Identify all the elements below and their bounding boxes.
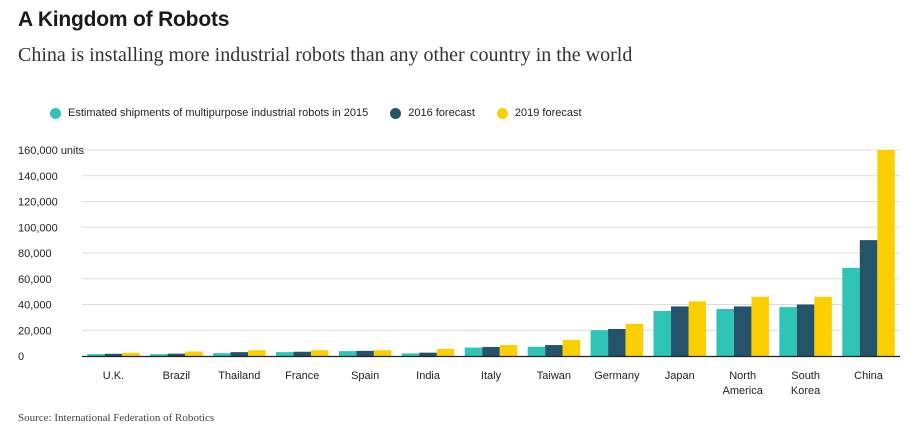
bar: [796, 304, 815, 356]
source-note: Source: International Federation of Robo…: [18, 412, 215, 424]
bar: [779, 307, 797, 356]
bar: [436, 348, 455, 356]
y-tick-label: 100,000: [18, 222, 58, 234]
bar: [230, 352, 249, 356]
bar: [499, 345, 518, 356]
bar: [608, 328, 626, 356]
bar: [751, 296, 769, 356]
bar: [464, 347, 483, 356]
y-tick-label: 140,000: [18, 171, 58, 183]
bar: [688, 301, 707, 356]
x-tick-label: Italy: [481, 370, 502, 382]
y-tick-label: 80,000: [18, 248, 52, 260]
bar: [562, 339, 581, 356]
legend-swatch-2016: [390, 107, 402, 119]
bar: [859, 240, 878, 356]
legend-item-2015: Estimated shipments of multipurpose indu…: [50, 107, 368, 119]
x-tick-label: India: [416, 370, 441, 382]
bar: [877, 150, 895, 356]
x-tick-label: U.K.: [103, 370, 124, 382]
bar: [213, 353, 231, 356]
x-tick-label: Spain: [351, 370, 379, 382]
bar: [185, 351, 203, 356]
bar: [338, 351, 357, 356]
x-tick-label: South: [791, 370, 820, 382]
bar: [716, 309, 734, 356]
bar: [150, 354, 168, 356]
x-tick-label: America: [723, 385, 764, 397]
x-tick-label: Japan: [665, 370, 695, 382]
bar: [653, 310, 672, 356]
y-tick-label: 40,000: [18, 300, 52, 312]
bar: [401, 353, 420, 356]
y-tick-label: 20,000: [18, 325, 52, 337]
y-tick-label: 60,000: [18, 274, 52, 286]
bar: [590, 330, 609, 356]
x-tick-label: Brazil: [163, 370, 191, 382]
bar: [310, 350, 329, 356]
legend-item-2016: 2016 forecast: [390, 107, 475, 119]
y-tick-label: 160,000 units: [18, 145, 85, 157]
bar: [293, 351, 311, 356]
bar: [545, 345, 563, 356]
x-tick-label: Korea: [791, 385, 821, 397]
bar: [482, 346, 500, 356]
bar: [419, 352, 437, 356]
legend-swatch-2019: [496, 107, 508, 119]
bar: [814, 296, 832, 356]
bar: [104, 353, 123, 356]
x-tick-label: China: [854, 370, 884, 382]
x-tick-label: Taiwan: [537, 370, 571, 382]
legend-item-2019: 2019 forecast: [496, 107, 582, 119]
bar: [842, 267, 860, 356]
x-tick-label: Thailand: [218, 370, 260, 382]
bar: [527, 346, 546, 356]
bar: [275, 352, 294, 356]
x-tick-label: North: [729, 370, 756, 382]
chart-subtitle: China is installing more industrial robo…: [18, 44, 633, 66]
legend-label-2019: 2019 forecast: [514, 107, 582, 119]
bar: [87, 354, 105, 356]
legend-swatch-2015: [50, 107, 61, 119]
legend: Estimated shipments of multipurpose indu…: [50, 107, 604, 119]
bar: [373, 350, 392, 356]
bar: [248, 350, 266, 356]
legend-label-2016: 2016 forecast: [408, 107, 475, 119]
y-tick-label: 0: [18, 351, 24, 363]
bar: [671, 306, 689, 356]
bar: [122, 352, 140, 356]
bar: [356, 350, 374, 356]
bar: [625, 323, 644, 356]
bar: [733, 306, 752, 356]
bar: [167, 353, 186, 356]
chart-title: A Kingdom of Robots: [18, 8, 230, 31]
y-tick-label: 120,000: [18, 197, 58, 209]
x-tick-label: France: [285, 370, 319, 382]
legend-label-2015: Estimated shipments of multipurpose indu…: [68, 107, 369, 119]
x-tick-label: Germany: [594, 370, 640, 382]
